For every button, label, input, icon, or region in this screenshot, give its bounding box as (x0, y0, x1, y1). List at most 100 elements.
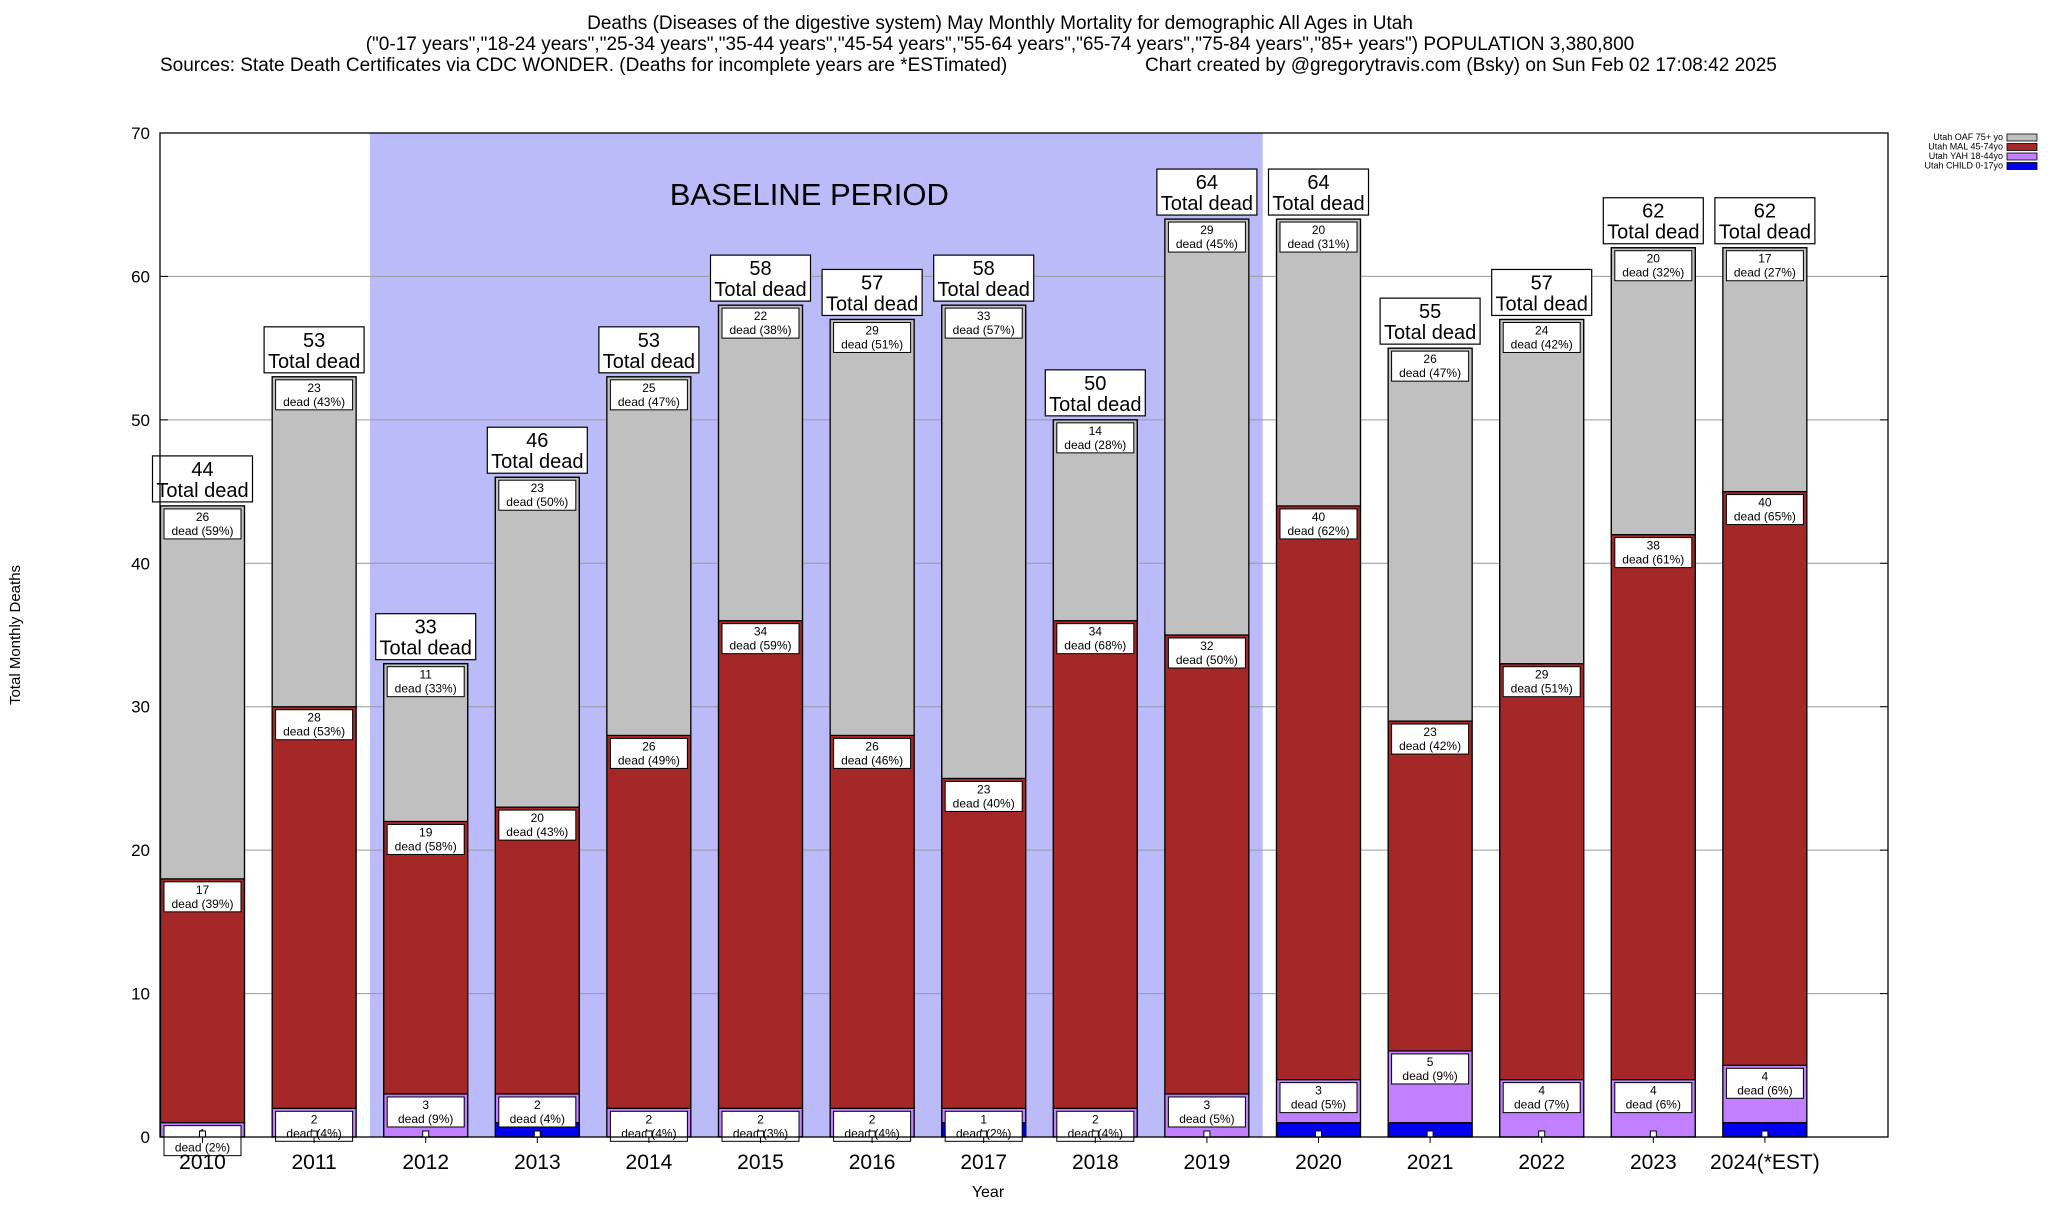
segment-label-box (1725, 250, 1804, 282)
y-tick-label: 0 (141, 1128, 150, 1147)
segment-label-box (609, 379, 688, 411)
bar-segment (941, 304, 1027, 780)
legend-item-label: Utah CHILD 0-17yo (1924, 161, 2003, 171)
segment-label-percent: dead (59%) (729, 639, 791, 653)
x-tick-label: 2014 (626, 1151, 673, 1174)
segment-label-box (1279, 221, 1358, 253)
segment-label-percent: dead (6%) (1626, 1098, 1681, 1112)
segment-label-count: 24 (1535, 323, 1549, 337)
x-tick-label: 2016 (849, 1151, 896, 1174)
bar-segment (1610, 533, 1696, 1081)
x-tick-label: 2024(*EST) (1710, 1151, 1820, 1174)
bar-base-marker (1538, 1130, 1546, 1138)
segment-label-count: 2 (1092, 1112, 1099, 1126)
x-tick-label: 2019 (1184, 1151, 1231, 1174)
segment-label-percent: dead (33%) (395, 682, 457, 696)
bar-segment (1722, 490, 1808, 1066)
segment-label-count: 26 (1423, 352, 1437, 366)
segment-label-count: 20 (1312, 223, 1326, 237)
legend-swatch (2006, 162, 2038, 170)
total-label-box (1156, 168, 1258, 216)
total-label-suffix: Total dead (1161, 193, 1253, 215)
segment-label-count: 26 (196, 510, 210, 524)
segment-label-percent: dead (68%) (1064, 639, 1126, 653)
total-label-value: 55 (1419, 301, 1441, 323)
total-label-value: 57 (1531, 272, 1553, 294)
segment-label-box (498, 479, 577, 511)
segment-label-box (1725, 494, 1804, 526)
total-label-value: 33 (415, 617, 437, 639)
total-label-box (1267, 168, 1370, 216)
bar-base-marker (1761, 1130, 1769, 1138)
bar-base-marker (868, 1130, 876, 1138)
x-tick-label: 2018 (1072, 1151, 1119, 1174)
segment-label-box (1614, 1082, 1693, 1114)
x-tick-label: 2021 (1407, 1151, 1454, 1174)
total-label-box (1714, 197, 1816, 245)
x-tick-label: 2022 (1518, 1151, 1565, 1174)
segment-label-box (1502, 321, 1581, 353)
segment-label-count: 17 (196, 883, 210, 897)
segment-label-percent: dead (49%) (618, 753, 680, 767)
segment-label-percent: dead (40%) (953, 796, 1015, 810)
y-tick-label: 30 (131, 698, 150, 717)
total-label-suffix: Total dead (1272, 193, 1364, 215)
segment-label-percent: dead (62%) (1287, 524, 1349, 538)
segment-label-box (1502, 666, 1581, 698)
segment-label-percent: dead (31%) (1287, 237, 1349, 251)
total-label-box (598, 326, 700, 374)
segment-label-count: 2 (757, 1112, 764, 1126)
segment-label-percent: dead (32%) (1622, 266, 1684, 280)
segment-label-count: 2 (311, 1112, 318, 1126)
segment-label-percent: dead (38%) (729, 323, 791, 337)
bar-segment (271, 706, 357, 1109)
total-label-suffix: Total dead (268, 351, 360, 373)
segment-label-box (1279, 1082, 1358, 1114)
segment-label-percent: dead (43%) (283, 395, 345, 409)
segment-label-count: 38 (1647, 539, 1661, 553)
bar-segment (494, 476, 580, 808)
segment-label-percent: dead (9%) (1402, 1069, 1457, 1083)
bar-base-marker (1315, 1130, 1322, 1138)
segment-label-percent: dead (53%) (283, 725, 345, 739)
segment-label-box (833, 321, 912, 353)
segment-label-percent: dead (51%) (841, 337, 903, 351)
segment-label-count: 17 (1758, 252, 1772, 266)
legend-item-label: Utah YAH 18-44yo (1929, 151, 2003, 161)
bar-segment (1499, 318, 1585, 665)
total-label-suffix: Total dead (380, 638, 472, 660)
x-axis-label: Year (972, 1184, 1005, 1200)
total-label-box (486, 426, 588, 474)
legend-swatch (2006, 152, 2038, 161)
segment-label-count: 29 (1200, 223, 1214, 237)
segment-label-box (1391, 350, 1470, 382)
segment-label-percent: dead (5%) (1179, 1112, 1234, 1126)
